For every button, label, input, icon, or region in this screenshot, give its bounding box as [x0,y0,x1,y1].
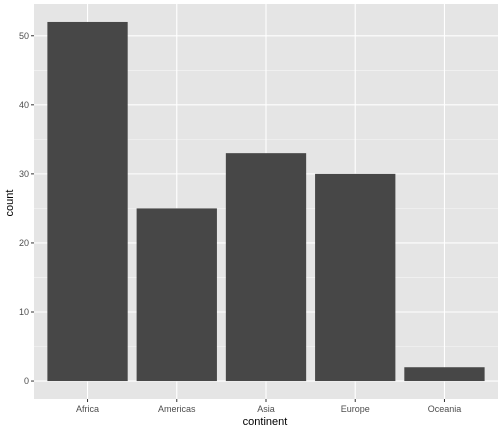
x-tick-label-oceania: Oceania [428,404,462,414]
x-tick-label-europe: Europe [341,404,370,414]
bars [47,21,485,382]
y-tick-label: 10 [19,307,29,317]
x-tick-label-asia: Asia [257,404,275,414]
y-tick-label: 20 [19,238,29,248]
y-tick-label: 0 [24,376,29,386]
bar-oceania [404,367,485,382]
bar-africa [47,21,128,382]
bar-americas [136,208,217,382]
bar-europe [315,173,396,382]
y-axis-title: count [4,190,16,217]
y-tick-label: 40 [19,100,29,110]
y-axis: 0 10 20 30 40 50 [19,31,34,386]
x-tick-label-africa: Africa [76,404,99,414]
bar-asia [225,153,307,382]
x-axis-title: continent [243,416,288,428]
x-tick-label-americas: Americas [158,404,196,414]
y-tick-label: 50 [19,31,29,41]
x-axis: Africa Americas Asia Europe Oceania [76,399,461,414]
y-tick-label: 30 [19,169,29,179]
